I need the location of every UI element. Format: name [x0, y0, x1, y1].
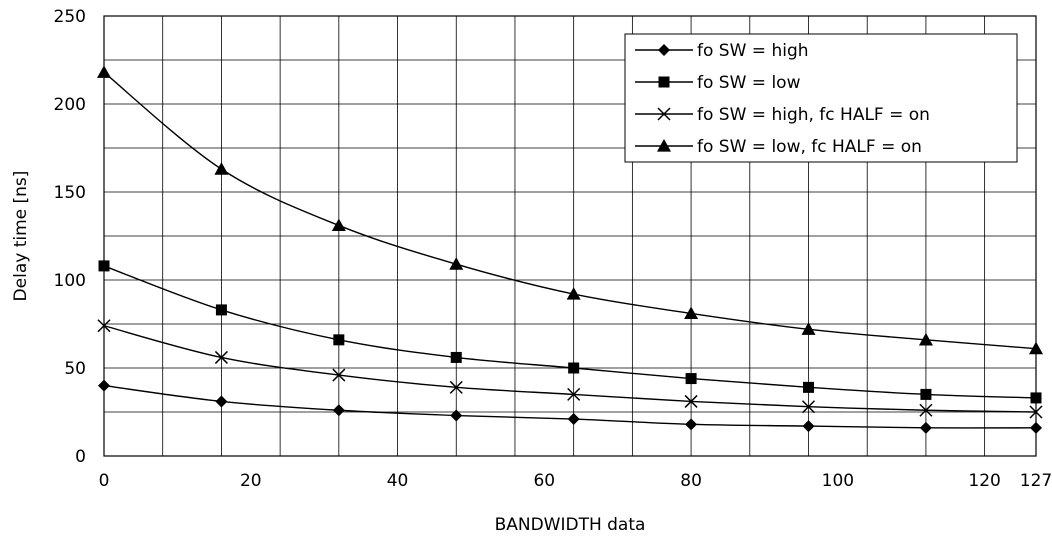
y-axis-title: Delay time [ns]: [11, 171, 31, 302]
data-point-triangle: [566, 287, 581, 300]
data-point-diamond: [802, 420, 815, 433]
data-point-square: [685, 373, 697, 385]
data-point-triangle: [449, 257, 464, 270]
data-point-x: [332, 368, 346, 382]
data-point-x: [214, 350, 228, 364]
data-point-diamond: [685, 418, 698, 431]
data-point-triangle: [214, 162, 229, 175]
legend-item: fo SW = low, fc HALF = on: [635, 137, 922, 157]
legend-marker-triangle: [657, 139, 671, 152]
legend-item: fo SW = high: [635, 41, 809, 61]
x-tick-label: 20: [240, 471, 262, 491]
data-point-x: [97, 319, 111, 333]
data-point-x: [801, 400, 816, 414]
data-point-x: [684, 394, 698, 408]
y-tick-label: 50: [64, 359, 86, 379]
data-point-diamond: [919, 421, 932, 434]
data-point-diamond: [567, 413, 580, 426]
legend-label: fo SW = low: [697, 73, 801, 93]
series-triangle: [97, 65, 1043, 355]
legend-label: fo SW = high: [697, 41, 809, 61]
series-layer: [97, 65, 1043, 434]
x-tick-label: 120: [968, 471, 1000, 491]
y-tick-label: 0: [75, 447, 86, 467]
data-point-triangle: [331, 218, 346, 232]
data-point-diamond: [332, 404, 345, 417]
data-point-square: [215, 304, 227, 316]
data-point-x: [449, 380, 463, 394]
series-line: [103, 384, 1037, 429]
x-tick-label: 60: [533, 471, 555, 491]
series-line: [103, 71, 1037, 350]
legend-marker-square: [658, 76, 670, 88]
y-tick-label: 200: [54, 95, 86, 115]
y-axis-tick-labels: 0 50 100 150 200 250: [54, 7, 86, 467]
x-tick-label: 100: [822, 471, 854, 491]
series-square: [98, 260, 1042, 404]
data-point-diamond: [215, 395, 228, 408]
data-point-x: [1029, 405, 1043, 419]
x-tick-label: 127: [1020, 471, 1052, 491]
x-tick-label: 40: [387, 471, 409, 491]
legend-box: [624, 33, 1018, 163]
legend-item: fo SW = low: [635, 73, 801, 93]
series-line: [103, 265, 1037, 399]
data-point-x: [919, 403, 933, 417]
y-tick-label: 250: [54, 7, 86, 27]
data-point-square: [333, 334, 345, 346]
legend-marker-diamond: [658, 44, 670, 56]
data-point-triangle: [1029, 341, 1043, 355]
data-point-square: [1030, 392, 1042, 404]
legend: fo SW = high fo SW = low fo SW = high, fc …: [624, 33, 1018, 163]
data-point-triangle: [97, 65, 111, 78]
data-point-diamond: [98, 379, 110, 392]
x-tick-label: 80: [680, 471, 702, 491]
series-diamond: [98, 379, 1042, 434]
data-point-square: [98, 260, 110, 272]
data-point-square: [450, 351, 462, 363]
data-point-square: [568, 362, 580, 374]
data-point-square: [803, 381, 815, 393]
y-tick-label: 150: [54, 183, 86, 203]
data-point-square: [920, 388, 932, 400]
x-axis-tick-labels: 0 20 40 60 80 100 120 127: [99, 471, 1052, 491]
data-point-diamond: [1030, 421, 1042, 434]
x-tick-label: 0: [99, 471, 110, 491]
y-tick-label: 100: [54, 271, 86, 291]
series-x: [97, 319, 1043, 419]
legend-label: fo SW = low, fc HALF = on: [697, 137, 922, 157]
legend-item: fo SW = high, fc HALF = on: [635, 105, 930, 125]
data-point-triangle: [801, 322, 816, 335]
data-point-triangle: [918, 332, 933, 346]
legend-label: fo SW = high, fc HALF = on: [697, 105, 930, 125]
data-point-x: [567, 387, 581, 401]
legend-marker-x: [657, 107, 671, 121]
data-point-triangle: [684, 306, 699, 320]
x-axis-title: BANDWIDTH data: [495, 515, 646, 535]
data-point-diamond: [450, 409, 463, 422]
plot-area-frame: [103, 15, 1037, 457]
